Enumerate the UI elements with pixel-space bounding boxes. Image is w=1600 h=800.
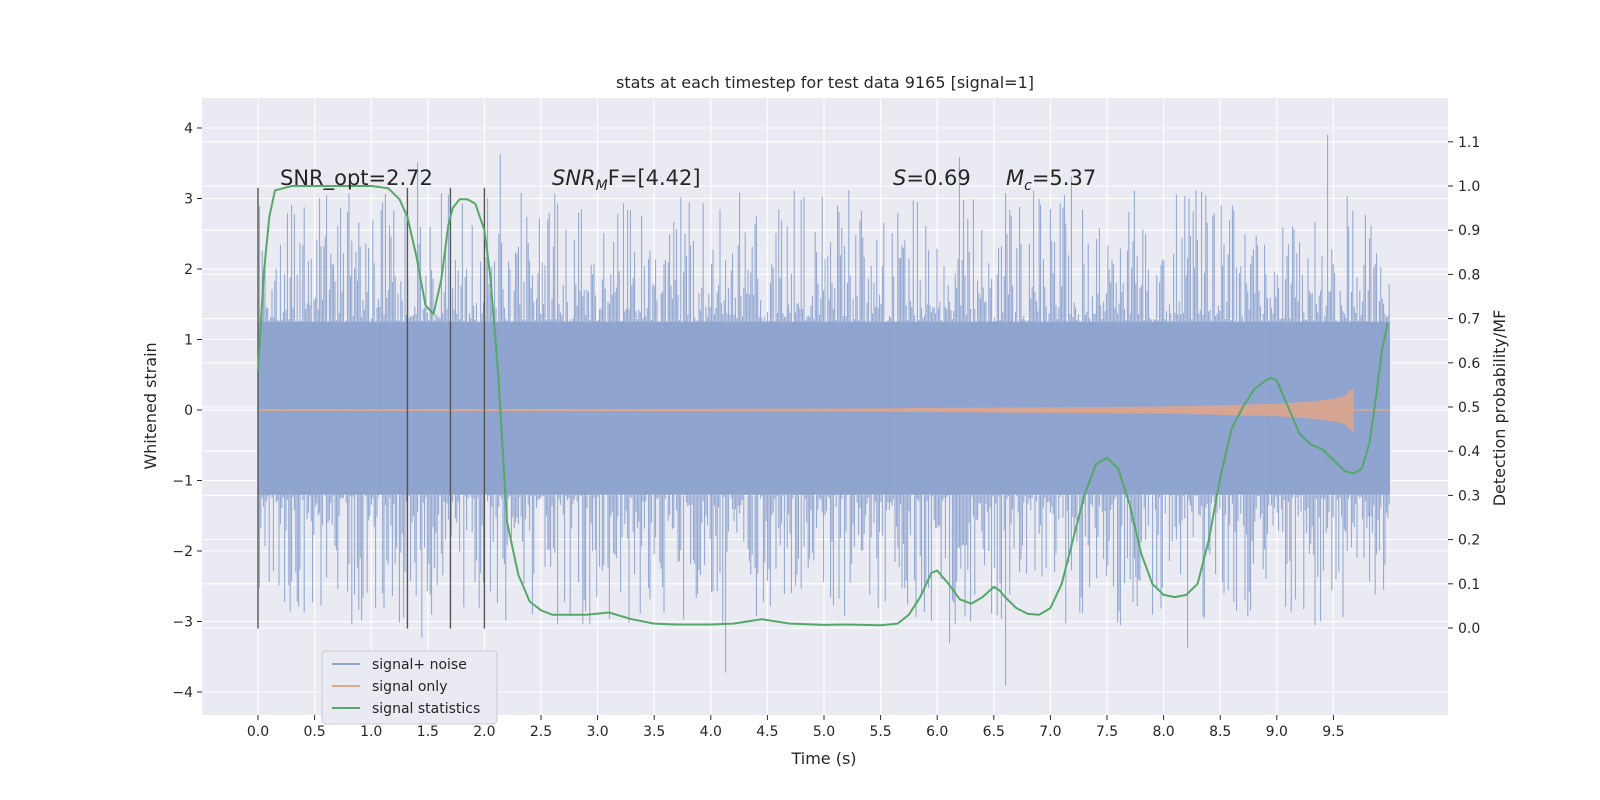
snr-mf-rest: F=[4.42] bbox=[608, 166, 701, 190]
x-tick-label: 9.0 bbox=[1266, 724, 1288, 740]
x-tick-label: 1.0 bbox=[360, 724, 382, 740]
y-right-tick-label: 0.7 bbox=[1458, 312, 1480, 328]
y-right-tick-label: 0.1 bbox=[1458, 577, 1480, 593]
y-left-tick-label: −4 bbox=[172, 685, 193, 701]
x-tick-label: 8.0 bbox=[1152, 724, 1174, 740]
y-left-tick-label: −3 bbox=[172, 615, 193, 631]
legend-label-signal-only: signal only bbox=[372, 679, 447, 695]
legend: signal+ noise signal only signal statist… bbox=[321, 650, 498, 725]
mc-annotation: Mc=5.37 bbox=[1006, 166, 1096, 194]
s-label: S bbox=[893, 166, 906, 190]
snr-mf-annotation: SNRMF=[4.42] bbox=[552, 166, 701, 194]
s-value: =0.69 bbox=[906, 166, 970, 190]
x-tick-label: 7.0 bbox=[1039, 724, 1061, 740]
y-right-tick-label: 0.5 bbox=[1458, 400, 1480, 416]
x-tick-label: 4.0 bbox=[700, 724, 722, 740]
vertical-markers bbox=[257, 187, 486, 629]
x-tick-label: 3.5 bbox=[643, 724, 665, 740]
y-left-tick-label: 0 bbox=[184, 403, 193, 419]
y-left-tick-label: 4 bbox=[184, 121, 193, 137]
x-tick-label: 5.0 bbox=[813, 724, 835, 740]
y-right-tick-label: 1.1 bbox=[1458, 135, 1480, 151]
y-right-tick-label: 0.2 bbox=[1458, 533, 1480, 549]
y-left-tick-label: 3 bbox=[184, 192, 193, 208]
y-right-tick-label: 0.6 bbox=[1458, 356, 1480, 372]
tick-labels: 0.0 0.5 1.0 1.5 2.0 2.5 3.0 3.5 4.0 4.5 5.0 5.5 6.0 6… bbox=[172, 121, 1480, 740]
x-tick-label: 3.0 bbox=[586, 724, 608, 740]
y-right-tick-label: 1.0 bbox=[1458, 179, 1480, 195]
y-right-tick-label: 0.8 bbox=[1458, 267, 1480, 283]
x-tick-label: 5.5 bbox=[869, 724, 891, 740]
snr-mf-base: SNR bbox=[552, 166, 596, 190]
x-tick-label: 4.5 bbox=[756, 724, 778, 740]
x-tick-label: 1.5 bbox=[417, 724, 439, 740]
mc-sub: c bbox=[1024, 178, 1032, 194]
y-left-tick-label: 1 bbox=[184, 333, 193, 349]
x-tick-label: 7.5 bbox=[1096, 724, 1118, 740]
x-tick-label: 2.5 bbox=[530, 724, 552, 740]
legend-box bbox=[321, 650, 498, 725]
x-tick-label: 2.0 bbox=[473, 724, 495, 740]
y-right-tick-label: 0.9 bbox=[1458, 223, 1480, 239]
s-annotation: S=0.69 bbox=[893, 166, 971, 190]
y-left-tick-label: 2 bbox=[184, 262, 193, 278]
signal-only-series bbox=[258, 387, 1390, 433]
y-left-tick-label: −2 bbox=[172, 544, 193, 560]
x-tick-label: 8.5 bbox=[1209, 724, 1231, 740]
y-right-tick-label: 0.3 bbox=[1458, 488, 1480, 504]
y-left-tick-label: −1 bbox=[172, 474, 193, 490]
mc-base: M bbox=[1006, 166, 1024, 190]
y-right-tick-label: 0.0 bbox=[1458, 621, 1480, 637]
y-right-tick-label: 0.4 bbox=[1458, 444, 1480, 460]
legend-label-signal-noise: signal+ noise bbox=[372, 657, 467, 673]
y-axis-label-right: Detection probability/MF bbox=[1490, 310, 1509, 507]
mc-value: =5.37 bbox=[1032, 166, 1096, 190]
y-axis-label-left: Whitened strain bbox=[141, 342, 160, 469]
snr-mf-sub: M bbox=[596, 178, 608, 194]
snr-opt-annotation: SNR_opt=2.72 bbox=[280, 166, 433, 191]
chart-title: stats at each timestep for test data 916… bbox=[616, 73, 1034, 92]
signal-statistics-series bbox=[257, 185, 1389, 627]
legend-label-signal-statistics: signal statistics bbox=[372, 701, 480, 717]
x-tick-label: 9.5 bbox=[1322, 724, 1344, 740]
signal-statistics-line bbox=[257, 185, 1389, 627]
x-tick-label: 6.0 bbox=[926, 724, 948, 740]
x-axis-label: Time (s) bbox=[790, 749, 856, 768]
x-tick-label: 0.5 bbox=[303, 724, 325, 740]
x-tick-label: 0.0 bbox=[247, 724, 269, 740]
x-tick-label: 6.5 bbox=[983, 724, 1005, 740]
